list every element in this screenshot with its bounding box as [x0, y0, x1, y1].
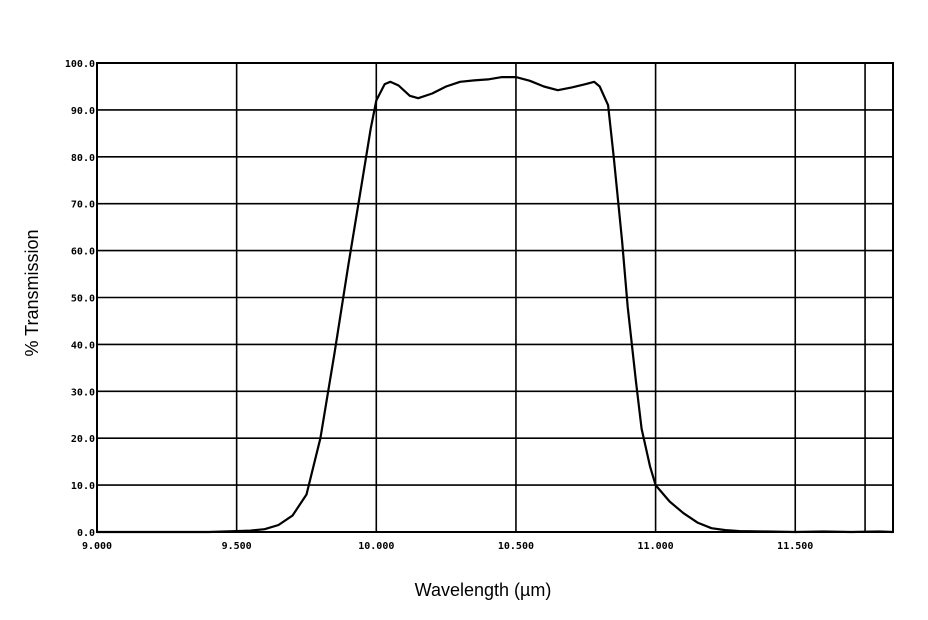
y-tick-labels: 0.0 10.0 20.0 30.0 40.0 50.0 60.0 70.0 80.0 90.0 1… — [65, 59, 95, 539]
y-tick-label: 80.0 — [71, 153, 95, 164]
y-tick-label: 60.0 — [71, 247, 95, 258]
y-tick-label: 30.0 — [71, 387, 95, 398]
x-tick-label: 10.500 — [498, 541, 534, 552]
y-tick-label: 50.0 — [71, 294, 95, 305]
x-tick-label: 9.500 — [222, 541, 252, 552]
y-tick-label: 20.0 — [71, 434, 95, 445]
x-tick-labels: 9.000 9.500 10.000 10.500 11.000 11.500 — [82, 541, 813, 552]
y-axis-title: % Transmission — [22, 229, 42, 356]
y-tick-label: 40.0 — [71, 340, 95, 351]
x-tick-label: 9.000 — [82, 541, 112, 552]
x-tick-label: 11.500 — [777, 541, 813, 552]
grid — [97, 63, 893, 532]
x-axis-title: Wavelength (µm) — [415, 580, 552, 600]
y-tick-label: 10.0 — [71, 481, 95, 492]
x-tick-label: 10.000 — [358, 541, 394, 552]
series-group — [95, 76, 895, 534]
y-tick-label: 0.0 — [77, 528, 95, 539]
transmission-curve — [95, 76, 895, 534]
x-tick-label: 11.000 — [638, 541, 674, 552]
y-tick-label: 90.0 — [71, 106, 95, 117]
y-tick-label: 70.0 — [71, 200, 95, 211]
y-tick-label: 100.0 — [65, 59, 95, 70]
